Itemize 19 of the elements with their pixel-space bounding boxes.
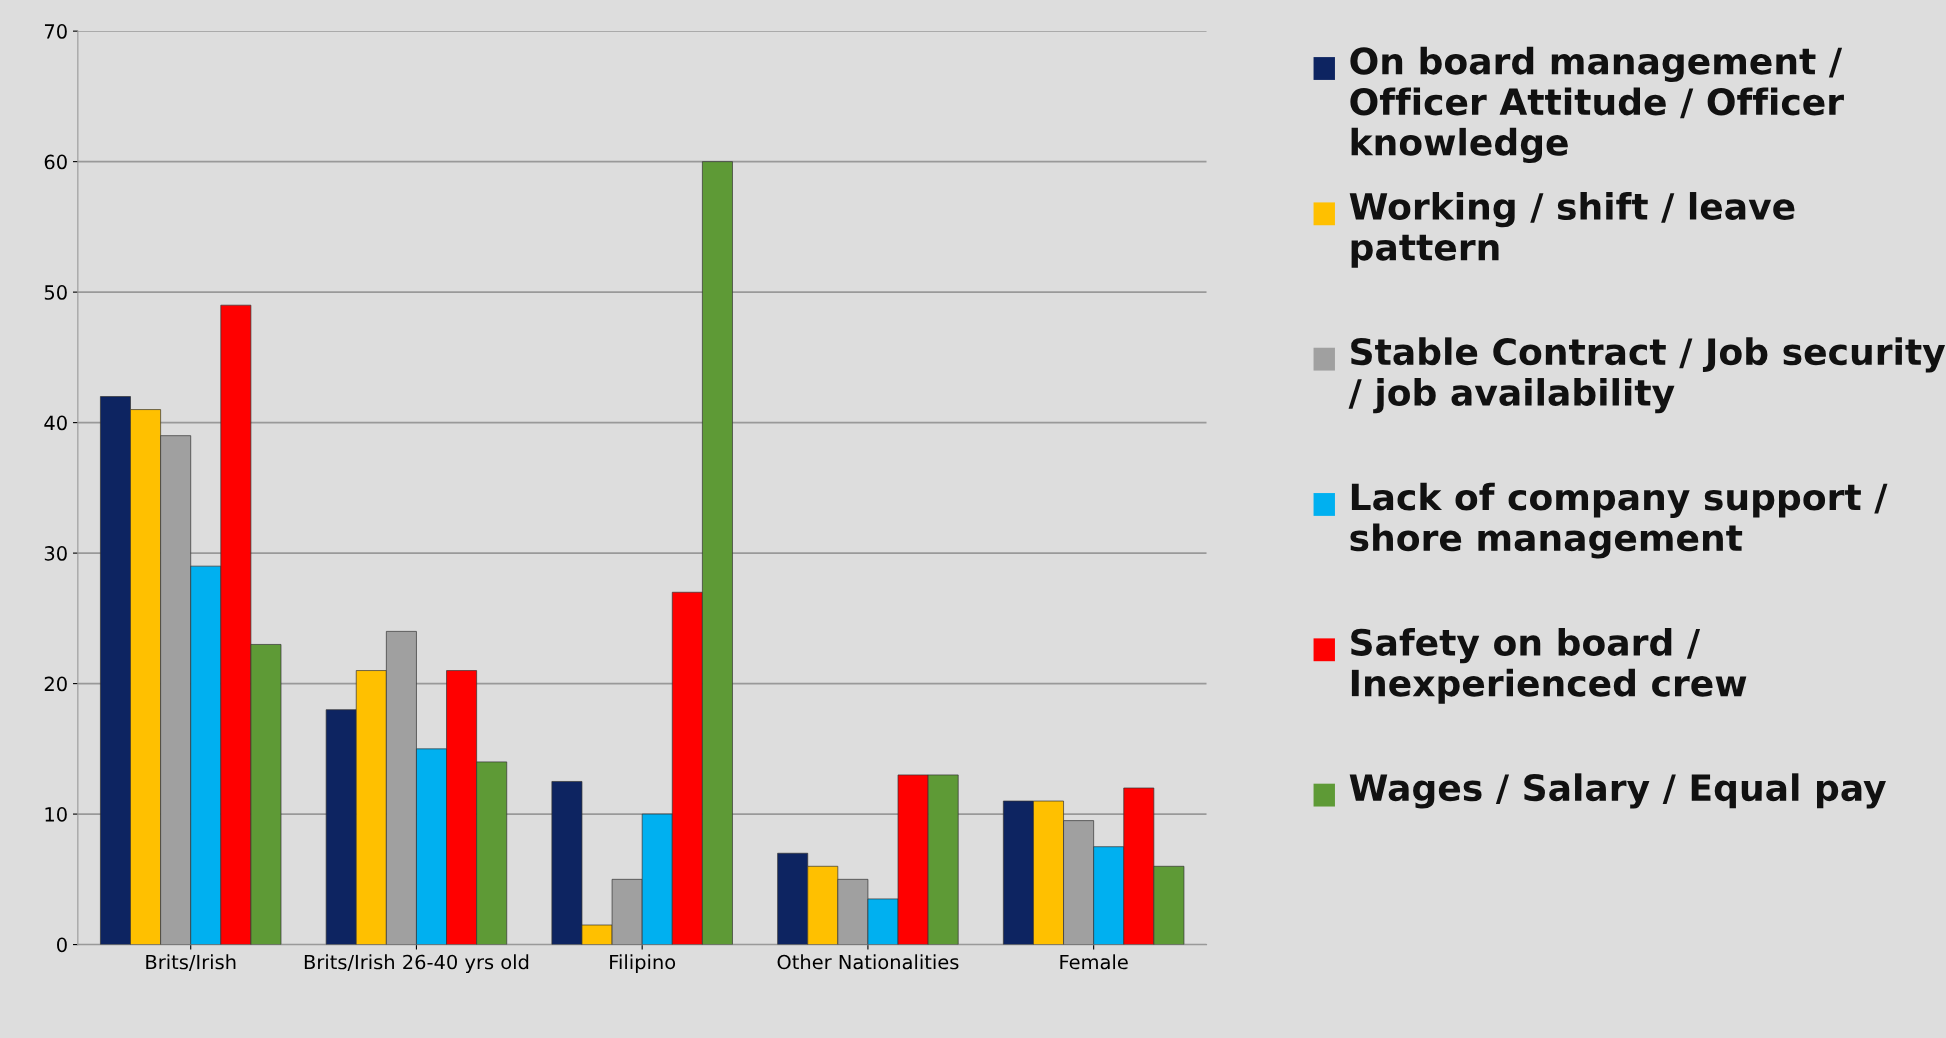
legend-label: Safety on board / Inexperienced crew	[1351, 627, 1747, 704]
x-tick-label: Other Nationalities	[777, 954, 959, 970]
x-tick-label: Filipino	[610, 954, 676, 974]
y-tick-label: 40	[44, 415, 67, 431]
x-tick-label: Brits/Irish 26-40 yrs old	[304, 954, 529, 974]
x-tick-label: Female	[1060, 954, 1128, 970]
y-tick-label: 20	[44, 676, 67, 692]
x-tick-label: Brits/Irish	[146, 954, 236, 971]
y-tick-label: 60	[44, 154, 67, 170]
y-tick-label: 0	[57, 937, 67, 953]
y-tick-label: 10	[45, 807, 67, 822]
legend-label: On board management / Officer Attitude / Officer knowledge	[1350, 46, 1844, 164]
y-tick-label: 50	[44, 285, 67, 300]
legend-label: Wages / Salary / Equal pay	[1349, 773, 1886, 809]
legend-label: Lack of company support / shore management	[1350, 482, 1888, 559]
y-tick-label: 30	[44, 546, 67, 561]
legend-label: Working / shift / leave pattern	[1349, 192, 1795, 268]
legend-label: Stable Contract / Job security / job availability	[1348, 337, 1946, 414]
y-tick-label: 70	[44, 24, 67, 39]
